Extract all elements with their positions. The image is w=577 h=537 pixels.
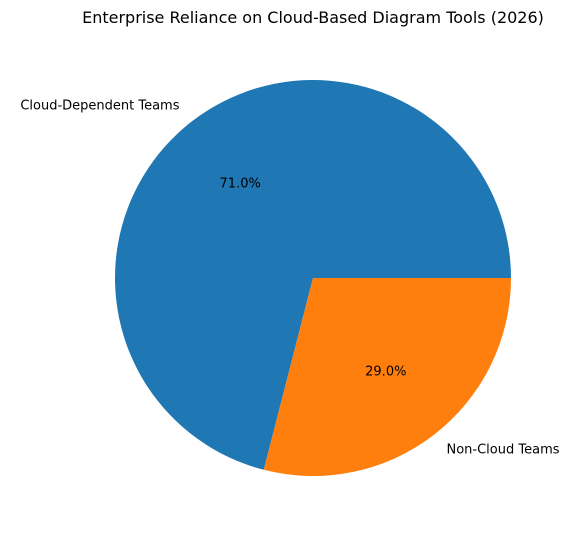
pie-labels: 71.0% Cloud-Dependent Teams 29.0% Non-Cloud…	[20, 98, 559, 457]
pie-percent-label-0: 71.0%	[220, 177, 261, 192]
chart-title: Enterprise Reliance on Cloud-Based Diagr…	[82, 8, 544, 27]
pie-slice-1	[263, 278, 511, 477]
pie-category-label-1: Non-Cloud Teams	[447, 443, 560, 458]
pie-slice-0	[115, 80, 511, 470]
pie-category-label-0: Cloud-Dependent Teams	[20, 98, 179, 113]
pie-slices	[115, 80, 511, 477]
pie-percent-label-1: 29.0%	[365, 364, 406, 379]
